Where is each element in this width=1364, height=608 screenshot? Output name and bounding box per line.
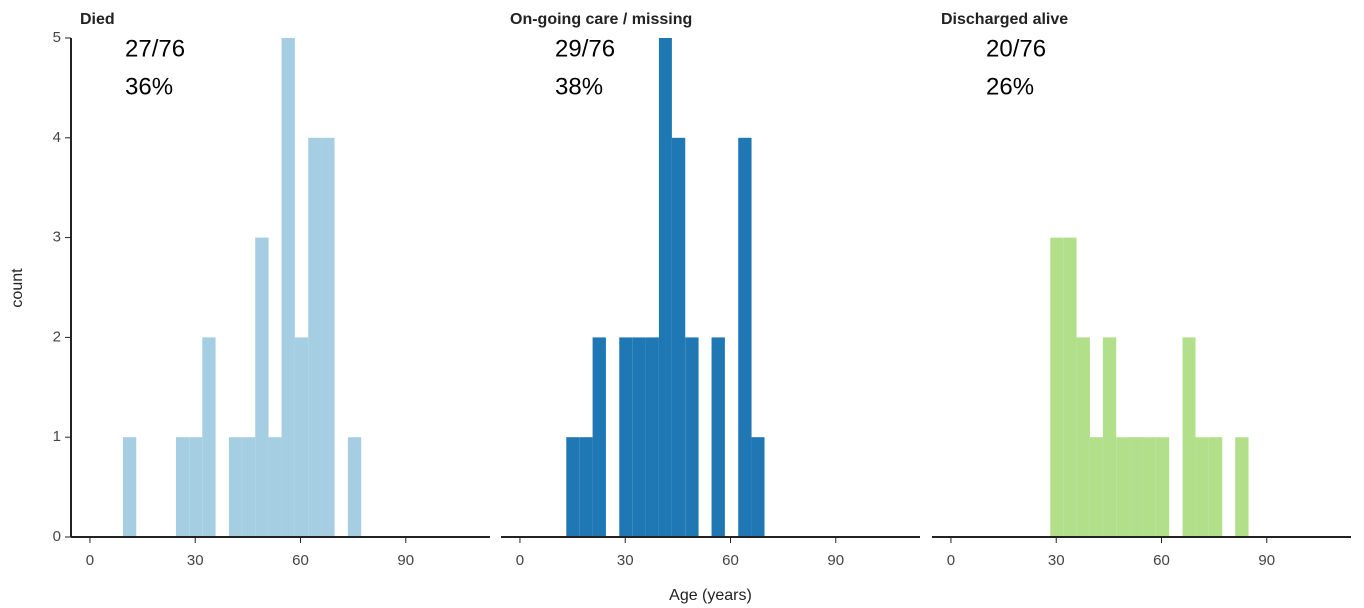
x-tick-label: 0 xyxy=(947,552,955,569)
bar xyxy=(347,437,362,537)
x-tick-label: 60 xyxy=(292,552,309,569)
bar xyxy=(645,337,659,537)
x-tick-label: 30 xyxy=(1048,552,1065,569)
bar xyxy=(321,137,335,538)
bar xyxy=(294,337,309,537)
bar xyxy=(241,437,256,537)
bar xyxy=(1050,237,1064,537)
bar xyxy=(592,337,606,537)
bar xyxy=(175,437,190,537)
bar xyxy=(1182,337,1196,537)
annotation: 29/76 xyxy=(555,35,615,62)
bar xyxy=(751,437,765,537)
y-axis-label: count xyxy=(9,268,26,308)
x-tick-label: 0 xyxy=(516,552,524,569)
bar xyxy=(1102,337,1117,537)
bar xyxy=(671,137,686,538)
bar xyxy=(1129,437,1143,537)
bar xyxy=(1116,437,1130,537)
x-tick-label: 0 xyxy=(86,552,94,569)
bar xyxy=(632,337,646,537)
bar xyxy=(189,437,203,537)
bar xyxy=(711,337,725,537)
bar xyxy=(1195,437,1209,537)
bar xyxy=(658,38,672,537)
bar xyxy=(122,437,137,537)
panel-title: On-going care / missing xyxy=(510,11,692,28)
y-tick-label: 4 xyxy=(53,129,61,146)
y-tick-label: 2 xyxy=(53,328,61,345)
bar xyxy=(1063,237,1077,537)
x-tick-label: 60 xyxy=(722,552,739,569)
bar xyxy=(619,337,633,537)
bar xyxy=(268,437,282,537)
annotation: 20/76 xyxy=(986,35,1046,62)
annotation: 26% xyxy=(986,73,1034,100)
bar xyxy=(1076,337,1090,537)
y-tick-label: 1 xyxy=(53,428,61,445)
bar xyxy=(685,337,699,537)
bar xyxy=(579,437,593,537)
y-tick-label: 5 xyxy=(53,29,61,46)
bar xyxy=(1235,437,1249,537)
panel-title: Discharged alive xyxy=(941,11,1068,28)
bar xyxy=(566,437,580,537)
bar xyxy=(255,237,269,537)
y-tick-label: 3 xyxy=(53,229,61,246)
annotation: 27/76 xyxy=(125,35,185,62)
x-tick-label: 90 xyxy=(827,552,844,569)
bar xyxy=(738,137,752,538)
bar xyxy=(228,437,242,537)
x-tick-label: 30 xyxy=(187,552,204,569)
x-axis-label: Age (years) xyxy=(669,587,752,604)
bar xyxy=(1208,437,1223,537)
panel-title: Died xyxy=(80,11,115,28)
bar xyxy=(1142,437,1156,537)
bar xyxy=(1155,437,1170,537)
annotation: 36% xyxy=(125,73,173,100)
bar xyxy=(202,337,216,537)
x-tick-label: 60 xyxy=(1153,552,1170,569)
x-tick-label: 30 xyxy=(617,552,634,569)
bar xyxy=(308,137,322,538)
bar xyxy=(281,38,295,537)
y-tick-label: 0 xyxy=(53,528,61,545)
annotation: 38% xyxy=(555,73,603,100)
x-tick-label: 90 xyxy=(397,552,414,569)
bar xyxy=(1089,437,1103,537)
x-tick-label: 90 xyxy=(1258,552,1275,569)
